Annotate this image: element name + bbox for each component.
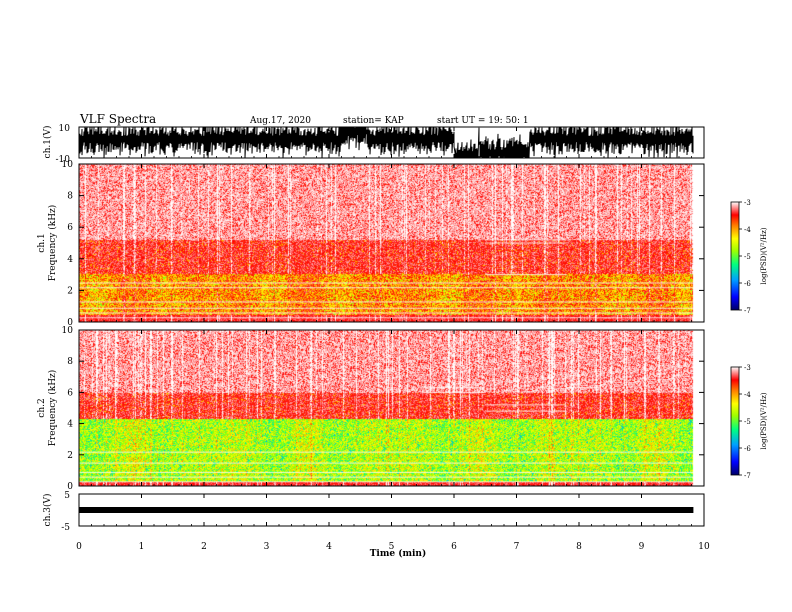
ch1-spec-ylabel: Frequency (kHz) [47, 205, 58, 282]
ch1-spec-channel-label: ch.1 [37, 233, 47, 252]
ch3-wave-tick-bottom: -5 [61, 523, 70, 533]
x-tick-label: 10 [698, 542, 710, 552]
ch1-freq-ticks: 0 2 4 6 8 10 [62, 160, 704, 328]
y-tick-label: 4 [67, 420, 73, 430]
x-tick-label: 7 [514, 542, 520, 552]
ch3-wave-ylabel: ch.3(V) [42, 494, 53, 527]
x-tick-label: 9 [639, 542, 645, 552]
ch2-spec-ylabel: Frequency (kHz) [47, 370, 58, 447]
x-tick-label: 2 [201, 542, 207, 552]
ch3-wave-tick-top: 5 [64, 491, 70, 501]
colorbar-label: log(PSD)(V²/Hz) [760, 392, 768, 449]
x-tick-label: 8 [576, 542, 582, 552]
colorbar-tick-label: -5 [744, 253, 751, 261]
y-tick-label: 8 [67, 357, 73, 367]
ch2-freq-ticks: 0 2 4 6 8 10 [62, 326, 704, 492]
y-tick-label: 8 [67, 192, 73, 202]
time-axis: 0 1 2 3 4 5 6 7 8 9 10 [76, 127, 710, 552]
x-axis-label: Time (min) [370, 548, 427, 559]
x-tick-label: 6 [451, 542, 457, 552]
ch3-waveform-band [79, 507, 694, 513]
ch1-spectrogram-image [79, 164, 704, 322]
ch1-waveform-line [78, 126, 694, 159]
y-tick-label: 6 [67, 223, 73, 233]
colorbar-tick-label: -4 [744, 226, 751, 234]
ch1-spectrogram-panel: 0 2 4 6 8 10 ch.1 Frequency (kHz) [37, 160, 705, 328]
ch2-colorbar: -3 -4 -5 -6 -7 log(PSD)(V²/Hz) [730, 364, 768, 480]
y-tick-label: 2 [67, 286, 73, 296]
x-tick-label: 5 [389, 542, 395, 552]
y-tick-label: 6 [67, 388, 73, 398]
station-label: station= KAP [343, 116, 404, 126]
ch2-spectrogram-image [79, 330, 704, 486]
colorbar-tick-label: -3 [744, 199, 751, 207]
ch1-wave-tick-bottom: -10 [56, 155, 71, 165]
ch1-colorbar: -3 -4 -5 -6 -7 log(PSD)(V²/Hz) [730, 199, 768, 315]
x-tick-label: 3 [264, 542, 270, 552]
colorbar-tick-label: -6 [744, 445, 751, 453]
colorbar-tick-label: -6 [744, 280, 751, 288]
colorbar-tick-label: -7 [744, 307, 751, 315]
colorbar-label: log(PSD)(V²/Hz) [760, 227, 768, 284]
x-tick-label: 1 [139, 542, 145, 552]
y-tick-label: 2 [67, 451, 73, 461]
colorbar-gradient [730, 366, 740, 476]
colorbar-tick-label: -5 [744, 418, 751, 426]
y-tick-label: 4 [67, 255, 73, 265]
date-label: Aug.17, 2020 [249, 116, 311, 126]
colorbar-tick-label: -3 [744, 364, 751, 372]
x-tick-label: 0 [76, 542, 82, 552]
ch2-spec-channel-label: ch.2 [37, 398, 47, 417]
colorbar-gradient [730, 201, 740, 311]
ch2-spectrogram-panel: 0 2 4 6 8 10 ch.2 Frequency (kHz) [37, 326, 705, 492]
y-tick-label: 0 [67, 482, 73, 492]
colorbar-tick-label: -7 [744, 472, 751, 480]
ch1-wave-ylabel: ch.1(V) [42, 126, 53, 159]
colorbar-tick-label: -4 [744, 391, 751, 399]
y-tick-label: 0 [67, 318, 73, 328]
y-tick-label: 10 [62, 326, 74, 336]
y-tick-label: 10 [62, 160, 74, 170]
start-time-label: start UT = 19: 50: 1 [437, 116, 529, 126]
x-tick-label: 4 [326, 542, 332, 552]
figure-title: VLF Spectra [79, 112, 156, 126]
ch1-wave-tick-top: 10 [59, 124, 71, 134]
ch3-waveform-panel: 5 -5 ch.3(V) [42, 491, 705, 533]
